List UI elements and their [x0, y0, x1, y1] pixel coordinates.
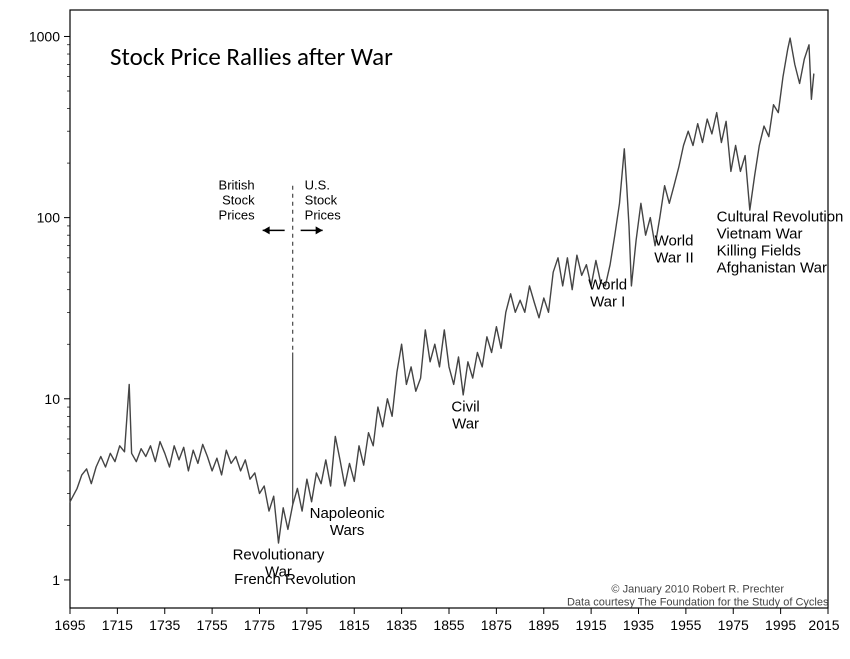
y-tick-label: 100 — [37, 210, 61, 226]
annotation-french_revolution: French Revolution — [234, 571, 356, 588]
x-tick-label: 1795 — [291, 617, 322, 633]
chart-title: Stock Price Rallies after War — [110, 41, 393, 72]
x-tick-label: 1835 — [386, 617, 417, 633]
annotation-ww2: World — [655, 233, 694, 250]
annotation-modern_wars: Cultural Revolution — [717, 209, 844, 226]
x-tick-label: 1955 — [670, 617, 701, 633]
divider-right-label: U.S. — [305, 178, 330, 193]
divider-left-label: Prices — [219, 208, 256, 223]
x-tick-label: 1995 — [765, 617, 796, 633]
x-tick-label: 1695 — [54, 617, 85, 633]
y-tick-label: 1 — [52, 572, 60, 588]
divider-right-label: Stock — [305, 193, 338, 208]
annotation-ww2: War II — [654, 250, 693, 267]
x-tick-label: 2015 — [808, 617, 839, 633]
x-tick-label: 1935 — [623, 617, 654, 633]
stock-price-chart: 1 10 100 1000 1695 1715 1735 1755 1775 1795 1815 18… — [0, 0, 850, 659]
divider-left-label: British — [219, 178, 255, 193]
x-tick-label: 1855 — [433, 617, 464, 633]
annotation-modern_wars: Killing Fields — [717, 243, 801, 260]
annotation-modern_wars: Vietnam War — [717, 226, 803, 243]
annotation-civil_war: War — [452, 416, 479, 433]
x-tick-label: 1975 — [718, 617, 749, 633]
x-tick-label: 1875 — [481, 617, 512, 633]
x-tick-label: 1715 — [102, 617, 133, 633]
x-tick-label: 1815 — [339, 617, 370, 633]
x-tick-label: 1895 — [528, 617, 559, 633]
divider-left-label: Stock — [222, 193, 255, 208]
x-tick-label: 1915 — [576, 617, 607, 633]
annotation-ww1: War I — [590, 294, 625, 311]
y-tick-label: 10 — [44, 391, 60, 407]
annotation-napoleonic_wars: Wars — [330, 522, 364, 539]
annotation-revolutionary_war: Revolutionary — [233, 546, 325, 563]
y-tick-label: 1000 — [29, 28, 60, 44]
annotation-napoleonic_wars: Napoleonic — [310, 505, 386, 522]
credit-line: Data courtesy The Foundation for the Stu… — [567, 597, 829, 609]
annotation-modern_wars: Afghanistan War — [717, 260, 827, 277]
x-tick-label: 1735 — [149, 617, 180, 633]
x-tick-label: 1755 — [197, 617, 228, 633]
x-tick-label: 1775 — [244, 617, 275, 633]
annotation-civil_war: Civil — [451, 399, 479, 416]
credit-line: © January 2010 Robert R. Prechter — [611, 584, 784, 596]
divider-right-label: Prices — [305, 208, 342, 223]
annotation-ww1: World — [588, 277, 627, 294]
